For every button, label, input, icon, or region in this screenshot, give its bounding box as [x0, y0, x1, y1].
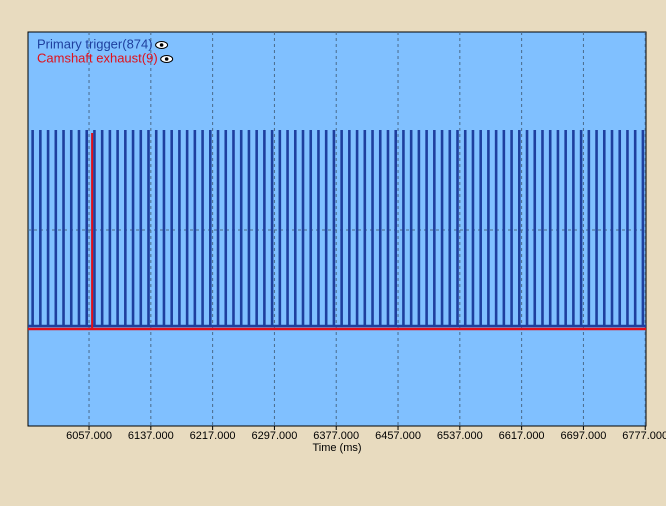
- legend-label: Primary trigger(874): [37, 36, 153, 51]
- x-tick-label: 6217.000: [190, 430, 236, 442]
- legend-label: Camshaft exhaust(9): [37, 50, 158, 65]
- x-tick-label: 6617.000: [499, 430, 545, 442]
- x-tick-label: 6697.000: [560, 430, 606, 442]
- plot-area: [27, 31, 647, 427]
- eye-pupil: [164, 57, 169, 61]
- x-tick-label: 6137.000: [128, 430, 174, 442]
- x-axis-title: Time (ms): [312, 442, 361, 454]
- x-tick-label: 6377.000: [313, 430, 359, 442]
- x-tick-label: 6777.000: [622, 430, 666, 442]
- x-tick-label: 6457.000: [375, 430, 421, 442]
- eye-pupil: [159, 43, 164, 47]
- x-tick-label: 6057.000: [66, 430, 112, 442]
- x-tick-label: 6297.000: [251, 430, 297, 442]
- x-tick-label: 6537.000: [437, 430, 483, 442]
